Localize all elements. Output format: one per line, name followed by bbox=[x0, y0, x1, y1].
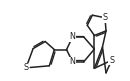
Text: N: N bbox=[70, 57, 76, 66]
Text: S: S bbox=[102, 13, 108, 22]
Text: S: S bbox=[23, 63, 29, 72]
Text: S: S bbox=[109, 56, 114, 65]
Text: N: N bbox=[70, 32, 76, 41]
